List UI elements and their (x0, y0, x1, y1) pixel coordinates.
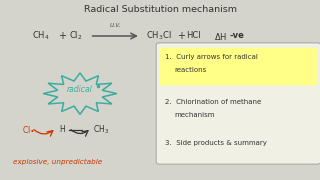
Text: $\Delta$H: $\Delta$H (214, 30, 227, 42)
Text: Cl$\bullet$: Cl$\bullet$ (22, 124, 35, 135)
Text: -ve: -ve (229, 31, 244, 40)
Text: H: H (59, 125, 65, 134)
Text: +: + (59, 31, 67, 41)
Text: mechanism: mechanism (174, 112, 215, 118)
Text: Radical Substitution mechanism: Radical Substitution mechanism (84, 5, 236, 14)
Text: CH$_3$: CH$_3$ (93, 123, 109, 136)
Text: HCl: HCl (186, 31, 201, 40)
Text: CH$_3$Cl: CH$_3$Cl (146, 30, 171, 42)
Text: 3.  Side products & summary: 3. Side products & summary (165, 140, 267, 146)
Text: 2.  Chlorination of methane: 2. Chlorination of methane (165, 99, 261, 105)
Text: CH$_4$: CH$_4$ (32, 30, 50, 42)
Text: Cl$_2$: Cl$_2$ (69, 30, 82, 42)
Text: reactions: reactions (174, 67, 207, 73)
FancyBboxPatch shape (160, 48, 317, 86)
Text: 1.  Curly arrows for radical: 1. Curly arrows for radical (165, 54, 258, 60)
Text: u.v.: u.v. (109, 22, 121, 28)
Text: +: + (177, 31, 185, 41)
Text: radical: radical (67, 86, 93, 94)
Text: explosive, unpredictable: explosive, unpredictable (13, 159, 102, 165)
FancyBboxPatch shape (156, 43, 320, 164)
